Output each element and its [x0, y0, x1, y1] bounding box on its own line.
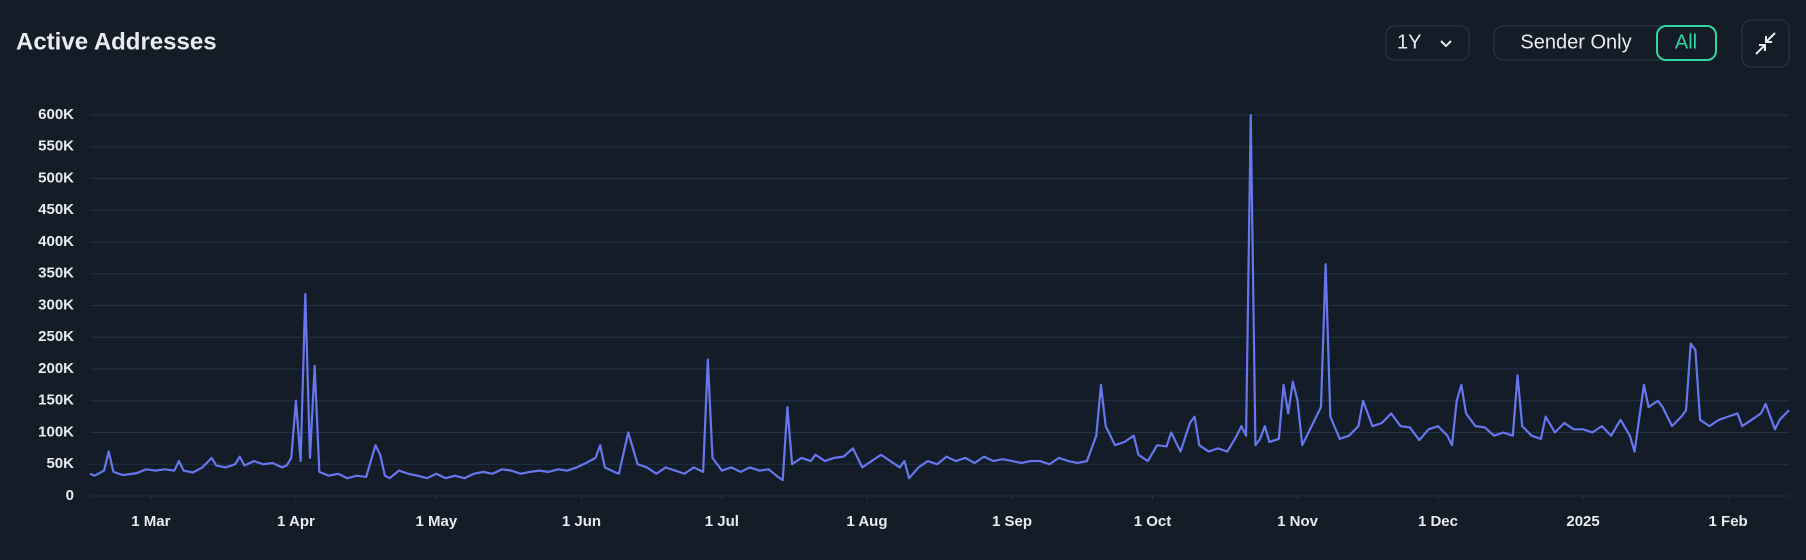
x-tick-label: 1 Jul [705, 513, 739, 530]
y-tick-label: 600K [38, 106, 74, 123]
chart-title: Active Addresses [16, 28, 217, 55]
x-tick-label: 1 Aug [846, 513, 887, 530]
y-tick-label: 350K [38, 265, 74, 282]
x-tick-label: 1 Sep [992, 513, 1032, 530]
y-tick-label: 400K [38, 233, 74, 250]
x-tick-label: 1 Jun [562, 513, 601, 530]
x-tick-label: 1 Mar [131, 513, 170, 530]
y-tick-label: 250K [38, 328, 74, 345]
toggle[interactable]: Sender Only All [1493, 25, 1717, 61]
dropdown-box[interactable] [1385, 25, 1470, 61]
x-tick-label: 1 Oct [1134, 513, 1172, 530]
y-tick-label: 300K [38, 296, 74, 313]
data-line [89, 113, 1790, 482]
y-tick-label: 450K [38, 201, 74, 218]
toggle-option[interactable]: Sender Only [1520, 31, 1631, 53]
x-tick-label: 1 May [416, 513, 458, 530]
x-tick-label: 1 Nov [1277, 513, 1319, 530]
y-tick-label: 200K [38, 360, 74, 377]
x-tick-label: 2025 [1566, 513, 1599, 530]
y-tick-label: 550K [38, 138, 74, 155]
collapse-icon [1755, 32, 1776, 55]
y-tick-label: 50K [46, 455, 74, 472]
y-tick-label: 100K [38, 423, 74, 440]
y-tick-label: 0 [66, 487, 74, 504]
toggle-active[interactable] [1656, 25, 1717, 61]
x-tick-label: 1 Feb [1709, 513, 1748, 530]
button-box[interactable] [1741, 19, 1790, 68]
chevron [1440, 40, 1452, 48]
range-dropdown[interactable]: 1Y [1385, 25, 1470, 61]
x-tick-label: 1 Dec [1418, 513, 1458, 530]
dropdown-label[interactable]: 1Y [1397, 31, 1421, 53]
y-tick-label: 500K [38, 169, 74, 186]
y-tick-label: 150K [38, 392, 74, 409]
toggle-option[interactable]: All [1675, 31, 1697, 53]
x-tick-label: 1 Apr [277, 513, 315, 530]
collapse-button[interactable] [1741, 19, 1790, 68]
